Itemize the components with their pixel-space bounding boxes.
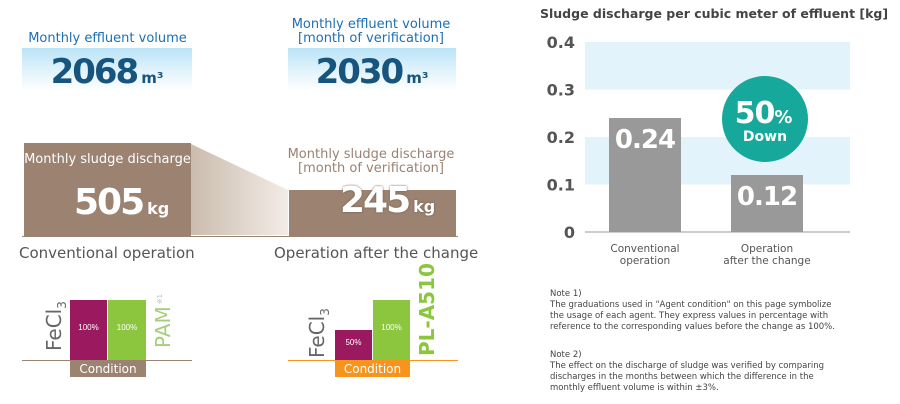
effluent-volume-conventional-unit: m³ <box>141 69 164 87</box>
agent-fecl3-conventional-sub: 3 <box>55 301 69 309</box>
grid-band-2 <box>585 42 850 90</box>
note-2-title: Note 2) <box>550 350 582 360</box>
agent-bar-pla510-after: 100% <box>373 300 410 360</box>
sludge-conventional-value: 505 kg <box>74 182 169 223</box>
condition-label-conventional: Condition <box>70 361 146 377</box>
note-1-line-2: the usage of each agent. They express va… <box>550 311 829 321</box>
agent-pam-conventional-name: PAM <box>151 306 175 348</box>
bar-conventional <box>609 118 681 232</box>
x-tick-label-line2: after the change <box>723 255 810 267</box>
sludge-after-number: 245 <box>340 180 411 221</box>
chart-title: Sludge discharge per cubic meter of effl… <box>540 6 889 21</box>
agent-bar-fecl3-conventional-pct: 100% <box>78 323 99 332</box>
reduction-badge-text: Down <box>743 129 787 145</box>
note-1: Note 1) The graduations used in "Agent c… <box>550 289 890 333</box>
effluent-volume-conventional-value: 2068 m³ <box>22 52 192 92</box>
y-tick-label: 0.1 <box>547 176 575 195</box>
sludge-reduction-connector <box>191 144 288 235</box>
agent-fecl3-after: FeCl3 <box>305 308 332 358</box>
sludge-conventional-unit: kg <box>147 199 170 218</box>
y-tick-label: 0.2 <box>547 128 575 147</box>
sludge-conventional-number: 505 <box>74 182 145 223</box>
bar-value-label: 0.12 <box>737 182 797 212</box>
effluent-volume-after-band <box>288 48 456 92</box>
effluent-volume-after-label-line2: [month of verification] <box>298 31 444 46</box>
condition-label-after: Condition <box>335 361 410 377</box>
note-2-line-1: The effect on the discharge of sludge wa… <box>550 361 825 371</box>
sludge-after-value: 245 kg <box>340 180 435 221</box>
agent-bar-fecl3-after: 50% <box>335 330 372 360</box>
sludge-after-label-line1: Monthly sludge discharge <box>287 147 455 162</box>
x-tick-label-line1: Conventional <box>610 243 679 255</box>
sludge-conventional-label: Monthly sludge discharge <box>24 152 191 167</box>
agent-fecl3-after-sub: 3 <box>318 308 332 316</box>
y-tick-label: 0.3 <box>547 81 575 100</box>
bar-after <box>731 175 803 232</box>
note-1-line-3: reference to the corresponding values be… <box>550 322 835 332</box>
y-tick-label: 0 <box>564 223 575 242</box>
reduction-badge <box>722 76 808 162</box>
note-2-line-2: discharges in the months between which t… <box>550 372 814 382</box>
sludge-baseline <box>22 236 458 237</box>
sludge-after-unit: kg <box>413 197 436 216</box>
effluent-volume-conventional-number: 2068 <box>50 52 140 92</box>
y-tick-label: 0.4 <box>547 33 575 52</box>
agent-bar-pla510-after-pct: 100% <box>381 323 402 332</box>
agent-pam-conventional-footnote: ※1 <box>156 293 165 305</box>
agent-bar-fecl3-conventional: 100% <box>70 300 107 360</box>
reduction-badge-value: 50% <box>735 96 793 131</box>
agent-baseline-conventional <box>22 360 192 361</box>
effluent-volume-after-value: 2030 m³ <box>288 52 456 92</box>
effluent-volume-conventional-label: Monthly effluent volume <box>28 31 187 46</box>
agent-fecl3-conventional: FeCl3 <box>42 301 69 351</box>
note-2: Note 2) The effect on the discharge of s… <box>550 350 890 394</box>
x-tick-label-line2: operation <box>620 255 670 267</box>
effluent-volume-after-number: 2030 <box>315 52 405 92</box>
sludge-after-box <box>289 190 456 236</box>
agent-bar-pam-conventional-pct: 100% <box>116 323 138 332</box>
effluent-volume-conventional-band <box>22 48 192 92</box>
sludge-after-label-line2: [month of verification] <box>298 161 444 176</box>
agent-baseline-after <box>288 360 458 361</box>
effluent-volume-after-label-line1: Monthly effluent volume <box>291 17 451 32</box>
note-2-line-3: monthly effluent volume is within ±3%. <box>550 383 719 393</box>
agent-bar-pam-conventional: 100% <box>108 300 146 360</box>
reduction-badge-number: 50 <box>735 96 775 131</box>
reduction-badge-percent: % <box>774 107 792 128</box>
note-1-line-1: The graduations used in "Agent condition… <box>550 300 832 310</box>
agent-pam-conventional: PAM※1 <box>151 294 175 348</box>
note-1-title: Note 1) <box>550 289 582 299</box>
agent-bar-fecl3-after-pct: 50% <box>345 338 362 347</box>
operation-after-label: Operation after the change <box>274 244 479 262</box>
x-tick-label-line1: Operation <box>741 243 793 255</box>
effluent-volume-after-unit: m³ <box>406 69 429 87</box>
effluent-volume-after-label: Monthly effluent volume [month of verifi… <box>285 18 457 46</box>
agent-pla510-after: PL-A510 <box>415 263 439 356</box>
sludge-after-label: Monthly sludge discharge [month of verif… <box>285 148 457 176</box>
sludge-conventional-box: Monthly sludge discharge 505 kg <box>24 143 191 236</box>
bar-value-label: 0.24 <box>615 125 675 155</box>
operation-conventional-label: Conventional operation <box>19 244 195 262</box>
agent-fecl3-conventional-prefix: FeCl <box>42 308 66 351</box>
agent-fecl3-after-prefix: FeCl <box>305 315 329 358</box>
